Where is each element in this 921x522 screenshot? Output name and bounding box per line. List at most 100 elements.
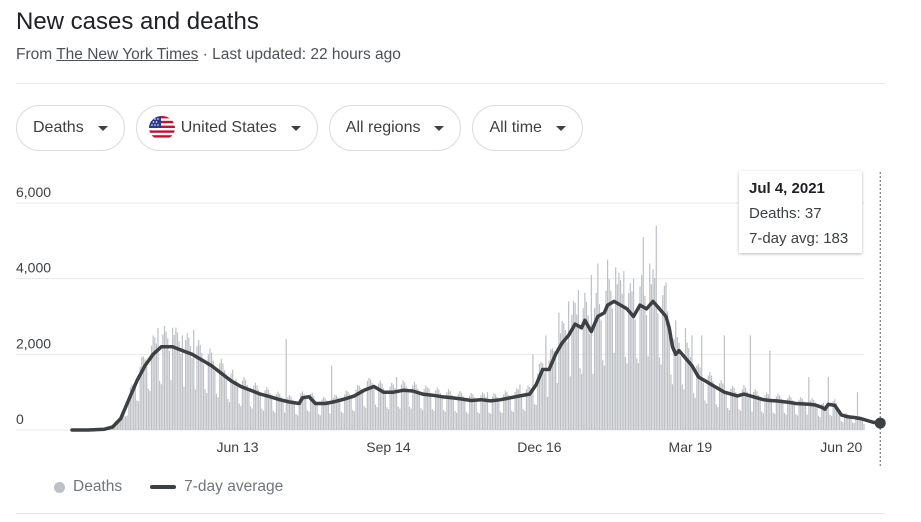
deaths-bar — [178, 341, 180, 430]
deaths-bar — [498, 401, 500, 430]
deaths-bar — [714, 388, 716, 430]
deaths-bar — [113, 427, 115, 430]
deaths-bar — [585, 301, 588, 430]
deaths-bar — [816, 406, 818, 430]
deaths-bar — [753, 391, 755, 430]
bottom-divider — [16, 513, 885, 514]
deaths-bar — [444, 411, 446, 430]
deaths-bar — [621, 293, 623, 430]
deaths-bar — [214, 371, 216, 430]
deaths-bar — [537, 373, 539, 430]
deaths-bar — [238, 403, 240, 430]
deaths-bar — [746, 391, 748, 430]
deaths-bar — [667, 311, 669, 430]
deaths-bar — [589, 333, 591, 430]
deaths-bar — [266, 387, 268, 430]
deaths-bar — [451, 394, 453, 430]
y-tick-label: 6,000 — [16, 184, 51, 200]
deaths-bar — [637, 362, 640, 430]
deaths-bar — [733, 388, 735, 430]
deaths-bar — [790, 397, 792, 430]
deaths-bar — [723, 335, 726, 430]
deaths-bar — [327, 404, 330, 430]
deaths-bar — [587, 315, 589, 430]
deaths-bar — [188, 337, 190, 430]
deaths-bar — [517, 389, 519, 430]
source-link[interactable]: The New York Times — [56, 46, 199, 63]
deaths-bar — [662, 295, 664, 430]
deaths-bar — [446, 392, 448, 430]
country-dropdown-label: United States — [180, 119, 277, 136]
deaths-bar — [131, 384, 133, 430]
deaths-bar — [675, 320, 677, 430]
deaths-bar — [660, 364, 662, 430]
time-range-dropdown[interactable]: All time — [472, 105, 583, 151]
deaths-bar — [772, 412, 774, 430]
deaths-bar — [840, 420, 842, 430]
country-dropdown[interactable]: United States — [135, 105, 318, 151]
deaths-bar — [712, 381, 714, 430]
deaths-bar — [673, 338, 675, 430]
deaths-bar — [780, 398, 782, 430]
chevron-down-icon — [290, 125, 301, 131]
deaths-bar — [803, 401, 805, 430]
metric-dropdown[interactable]: Deaths — [16, 105, 125, 151]
deaths-bar — [558, 312, 560, 430]
deaths-bar — [837, 408, 839, 430]
deaths-bar — [600, 320, 602, 430]
deaths-bar — [391, 382, 393, 430]
deaths-bar — [628, 292, 630, 430]
deaths-bar — [149, 390, 151, 430]
deaths-bar — [738, 409, 740, 430]
deaths-bar — [353, 411, 356, 430]
deaths-bar — [509, 399, 511, 430]
deaths-bar — [764, 395, 766, 430]
deaths-bar — [847, 414, 849, 430]
deaths-bar — [740, 410, 742, 430]
page-title: New cases and deaths — [16, 8, 259, 35]
deaths-bar — [654, 277, 656, 430]
deaths-bar — [413, 381, 416, 430]
deaths-bar — [579, 368, 581, 430]
deaths-bar — [361, 393, 364, 430]
deaths-bar — [271, 398, 273, 430]
deaths-bar — [616, 284, 618, 430]
deaths-bar — [339, 401, 341, 430]
deaths-bar — [147, 388, 149, 430]
deaths-bar — [253, 385, 255, 430]
x-tick-label: Dec 16 — [517, 439, 562, 455]
deaths-bar — [305, 398, 307, 430]
deaths-bar — [155, 343, 158, 430]
deaths-bar — [374, 404, 377, 430]
deaths-chart[interactable]: 0 2,000 4,000 6,000 Jun 13 Sep 14 Dec 16 Mar 19… — [0, 160, 921, 470]
deaths-bar — [181, 335, 183, 430]
deaths-bar — [420, 408, 422, 430]
deaths-bar — [522, 409, 524, 430]
deaths-bar — [717, 407, 719, 430]
deaths-bar — [496, 397, 498, 430]
deaths-bar — [318, 414, 320, 430]
deaths-bar — [144, 359, 146, 430]
tooltip-deaths: Deaths: 37 — [749, 205, 822, 222]
deaths-bar — [731, 385, 734, 430]
deaths-bar — [360, 388, 362, 430]
legend-deaths-label: Deaths — [73, 478, 123, 495]
deaths-bar — [402, 380, 404, 430]
deaths-bar — [605, 290, 607, 430]
deaths-bar — [340, 411, 343, 430]
deaths-bar — [817, 415, 820, 430]
x-tick-label: Sep 14 — [366, 439, 411, 455]
deaths-bar — [555, 358, 557, 430]
y-tick-label: 2,000 — [16, 335, 51, 351]
deaths-bar — [793, 404, 795, 430]
deaths-bar — [296, 415, 299, 430]
x-tick-label: Mar 19 — [669, 439, 713, 455]
deaths-bar — [501, 413, 503, 430]
deaths-bar — [457, 393, 459, 430]
deaths-bar — [722, 383, 724, 430]
deaths-bar — [519, 384, 521, 430]
deaths-bar — [311, 392, 313, 430]
time-range-dropdown-label: All time — [489, 119, 542, 136]
region-dropdown[interactable]: All regions — [328, 105, 462, 151]
deaths-bar — [262, 410, 265, 430]
